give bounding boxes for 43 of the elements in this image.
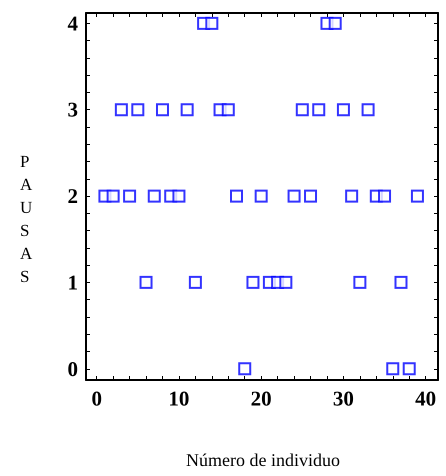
x-tick-label: 40 [415, 386, 436, 410]
point [131, 103, 144, 116]
point [328, 16, 342, 30]
y-tick-label: 0 [68, 356, 78, 381]
point [156, 103, 169, 116]
point [172, 190, 186, 203]
x-tick-label: 0 [91, 386, 102, 410]
point [312, 103, 326, 116]
point [246, 276, 260, 289]
y-tick-label: 1 [68, 270, 78, 294]
x-tick-label: 20 [250, 386, 272, 410]
point [106, 190, 120, 203]
point [279, 276, 292, 289]
point [410, 190, 424, 203]
point [345, 190, 358, 203]
point [296, 103, 309, 116]
point [180, 103, 194, 116]
point [304, 190, 318, 203]
x-tick-label: 10 [168, 386, 190, 410]
y-tick-label: 2 [68, 184, 78, 208]
point [230, 190, 244, 203]
point [148, 190, 161, 203]
x-tick-label: 30 [332, 386, 354, 410]
point [402, 362, 416, 376]
point [254, 190, 268, 203]
point [386, 362, 400, 376]
y-axis-title: PAUSAS [20, 152, 33, 286]
y-tick-label: 4 [68, 11, 78, 36]
point [205, 16, 218, 30]
point [140, 276, 153, 289]
point [378, 190, 392, 203]
point [288, 190, 301, 203]
point [123, 190, 136, 203]
point [188, 276, 202, 289]
x-axis-title: Número de individuo [186, 450, 340, 470]
point [336, 103, 350, 116]
point [222, 103, 235, 116]
point [362, 103, 375, 116]
point [114, 103, 128, 116]
point [238, 362, 252, 376]
point [353, 276, 366, 289]
y-tick-label: 3 [68, 98, 78, 122]
point [394, 276, 408, 289]
